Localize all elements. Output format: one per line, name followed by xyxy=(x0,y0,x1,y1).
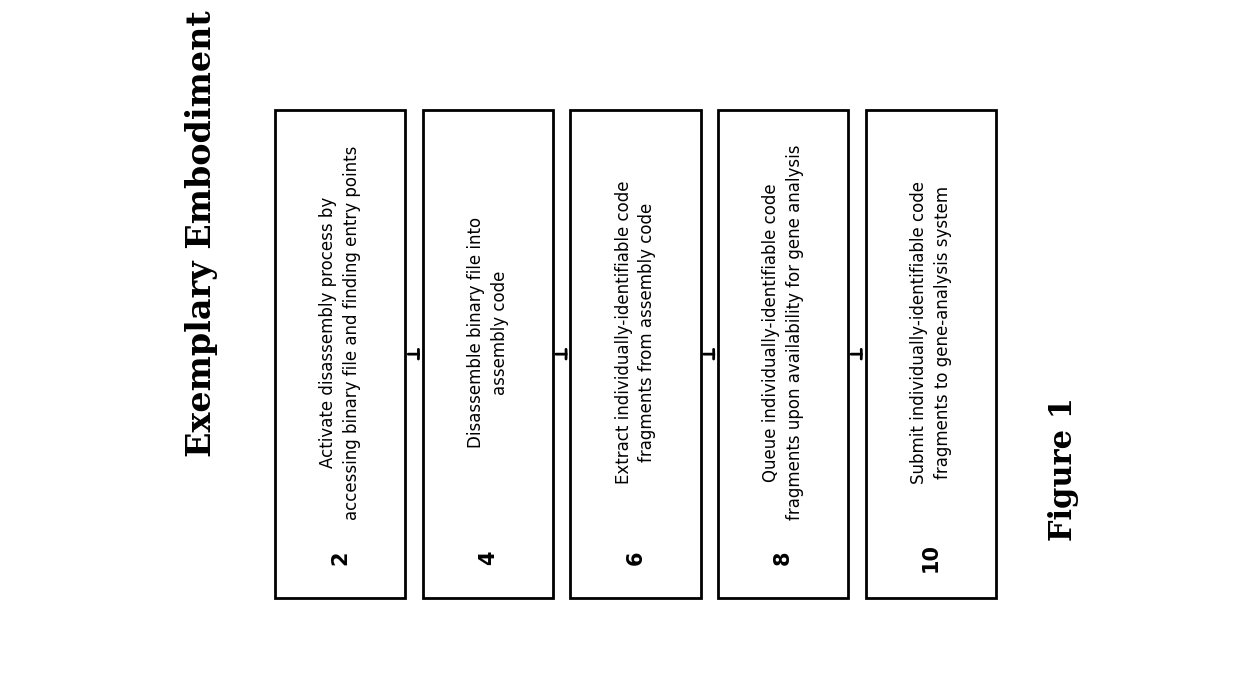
Bar xyxy=(866,111,996,598)
Bar xyxy=(570,111,701,598)
Bar xyxy=(718,111,848,598)
Text: Activate disassembly process by
accessing binary file and finding entry points: Activate disassembly process by accessin… xyxy=(320,145,361,520)
Text: 4: 4 xyxy=(477,551,498,565)
Text: 8: 8 xyxy=(773,551,794,565)
Text: 6: 6 xyxy=(625,551,646,565)
Text: Exemplary Embodiment: Exemplary Embodiment xyxy=(185,10,218,457)
Text: Queue individually-identifiable code
fragments upon availability for gene analys: Queue individually-identifiable code fra… xyxy=(763,145,804,521)
Bar xyxy=(423,111,553,598)
Text: Submit individually-identifiable code
fragments to gene-analysis system: Submit individually-identifiable code fr… xyxy=(910,181,951,484)
Text: Figure 1: Figure 1 xyxy=(1048,397,1079,541)
Text: 10: 10 xyxy=(921,544,941,572)
Text: 2: 2 xyxy=(330,551,350,565)
Text: Disassemble binary file into
assembly code: Disassemble binary file into assembly co… xyxy=(467,217,508,448)
Bar xyxy=(275,111,405,598)
Text: Extract individually-identifiable code
fragments from assembly code: Extract individually-identifiable code f… xyxy=(615,181,656,484)
